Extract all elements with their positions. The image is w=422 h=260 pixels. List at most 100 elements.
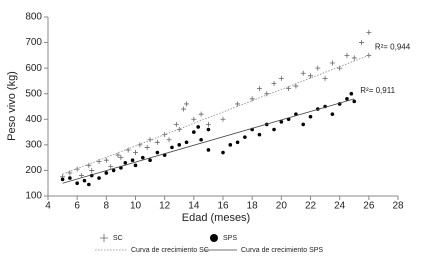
annotation: R²= 0,944	[375, 42, 411, 51]
point	[264, 91, 270, 97]
point	[345, 97, 349, 101]
point	[308, 114, 313, 119]
point	[257, 132, 262, 137]
x-tick-label: 8	[104, 201, 110, 212]
point	[97, 176, 101, 180]
point	[228, 143, 233, 147]
x-tick-label: 12	[159, 201, 171, 212]
x-tick-label: 18	[247, 201, 259, 212]
point	[123, 160, 128, 165]
point	[75, 181, 79, 186]
point	[177, 143, 182, 147]
point	[221, 150, 225, 155]
x-tick-label: 16	[217, 201, 229, 212]
point	[349, 91, 354, 96]
x-tick-label: 24	[334, 201, 346, 212]
x-tick-label: 28	[392, 201, 404, 212]
point	[352, 99, 357, 104]
y-tick-label: 200	[25, 165, 42, 176]
point	[103, 157, 109, 163]
x-tick-label: 20	[276, 201, 288, 212]
point	[181, 106, 187, 112]
y-tick-label: 300	[25, 139, 42, 150]
point	[144, 144, 150, 150]
point	[108, 164, 114, 170]
x-axis-title: Edad (meses)	[182, 212, 250, 224]
point	[111, 168, 116, 173]
x-tick-label: 26	[363, 201, 375, 212]
point	[301, 122, 306, 127]
point	[366, 52, 372, 58]
x-tick-label: 4	[45, 201, 51, 212]
point	[220, 116, 226, 122]
point	[293, 83, 299, 89]
point	[256, 86, 262, 92]
point	[82, 178, 87, 183]
x-tick-label: 6	[74, 201, 80, 212]
point	[322, 75, 328, 81]
point	[196, 125, 201, 129]
x-tick-label: 22	[305, 201, 317, 212]
x-tick-label: 14	[188, 201, 200, 212]
point	[344, 52, 350, 58]
annotation: R²= 0,911	[360, 86, 395, 95]
point	[104, 171, 109, 175]
point	[300, 70, 306, 76]
point	[86, 162, 92, 168]
point	[166, 137, 172, 143]
point	[279, 120, 284, 124]
y-axis-title: Peso vivo (kg)	[6, 71, 18, 141]
y-tick-label: 700	[25, 37, 42, 48]
point	[308, 73, 313, 79]
point	[125, 147, 131, 153]
point	[249, 96, 255, 102]
legend-marker	[100, 234, 108, 242]
y-tick-label: 100	[25, 191, 42, 202]
point	[272, 127, 276, 132]
point	[74, 166, 80, 172]
legend-label: SC	[113, 235, 123, 242]
point	[118, 155, 124, 161]
legend-marker	[210, 234, 218, 242]
point	[206, 148, 211, 152]
legend-label: SPS	[223, 235, 237, 242]
y-tick-label: 400	[25, 114, 42, 125]
point	[199, 137, 203, 142]
point	[115, 152, 121, 158]
point	[243, 135, 247, 139]
point	[315, 65, 321, 71]
x-tick-label: 10	[130, 201, 142, 212]
point	[60, 177, 65, 182]
point	[170, 145, 174, 150]
y-tick-label: 500	[25, 88, 42, 99]
point	[366, 29, 372, 35]
point	[67, 170, 73, 176]
point	[329, 60, 335, 66]
point	[154, 139, 160, 145]
point	[79, 173, 85, 179]
point	[87, 182, 91, 187]
point	[133, 163, 138, 168]
point	[192, 130, 196, 134]
point	[235, 140, 240, 145]
point	[351, 55, 357, 61]
point	[89, 167, 95, 173]
point	[133, 150, 138, 156]
legend-label: Curva de crecimiento SC	[131, 247, 209, 254]
point	[162, 132, 168, 138]
point	[206, 127, 211, 132]
point	[147, 137, 153, 143]
point	[140, 155, 145, 160]
point	[184, 101, 190, 107]
point	[68, 176, 72, 180]
trend-line	[62, 54, 369, 175]
point	[173, 121, 179, 127]
y-tick-label: 600	[25, 63, 42, 74]
point	[191, 116, 197, 122]
point	[205, 121, 211, 127]
point	[278, 75, 284, 81]
point	[235, 101, 241, 107]
y-tick-label: 800	[25, 12, 42, 23]
point	[148, 158, 152, 162]
point	[155, 150, 160, 155]
